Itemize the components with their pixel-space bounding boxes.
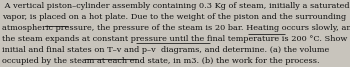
Text: occupied by the steam: occupied by the steam (2, 57, 94, 65)
Text: occupied by the steam at each end state, in m3. (b) the work for the process.: occupied by the steam at each end state,… (2, 57, 319, 65)
Text: occupied by the steam at each end state, in m3. (b) the work for the process.: occupied by the steam at each end state,… (2, 57, 319, 65)
Text: A vertical piston–cylinder assembly containing 0.3 Kg of steam, initially a satu: A vertical piston–cylinder assembly cont… (2, 2, 349, 10)
Text: atmospheric pressure, the pressure of the steam is 20 bar. Heating occurs slowly: atmospheric pressure, the pressure of th… (2, 24, 350, 32)
Text: initial and final states on T–v and p–v  diagrams, and determine. (a) the volume: initial and final states on T–v and p–v … (2, 46, 329, 54)
Text: atmospheric pressure, the pressure of the steam: atmospheric pressure, the pressure of th… (2, 24, 205, 32)
Text: the steam expands at constant pressure: the steam expands at constant pressure (2, 35, 167, 43)
Text: the steam expands at constant pressure until the final temperature is 200 °C. Sh: the steam expands at constant pressure u… (2, 35, 350, 43)
Text: occupied: occupied (2, 57, 41, 65)
Text: vapor, is placed on a hot plate. Due to the weight of the piston and the surroun: vapor, is placed on a hot plate. Due to … (2, 13, 346, 21)
Text: atmospheric pressure, the pressure of the steam is 20 bar. Heating occurs slowly: atmospheric pressure, the pressure of th… (2, 24, 350, 32)
Text: the steam expands at constant pressure until the final temperature is 200 °C. Sh: the steam expands at constant pressure u… (2, 35, 350, 43)
Text: vapor: vapor (2, 13, 25, 21)
Text: atmospheric pressure, the pressure of the steam is 20 bar: atmospheric pressure, the pressure of th… (2, 24, 241, 32)
Text: the steam expands at: the steam expands at (2, 35, 92, 43)
Text: vapor, is placed on a hot plate. Due to the weight of the piston and the surroun: vapor, is placed on a hot plate. Due to … (2, 13, 346, 21)
